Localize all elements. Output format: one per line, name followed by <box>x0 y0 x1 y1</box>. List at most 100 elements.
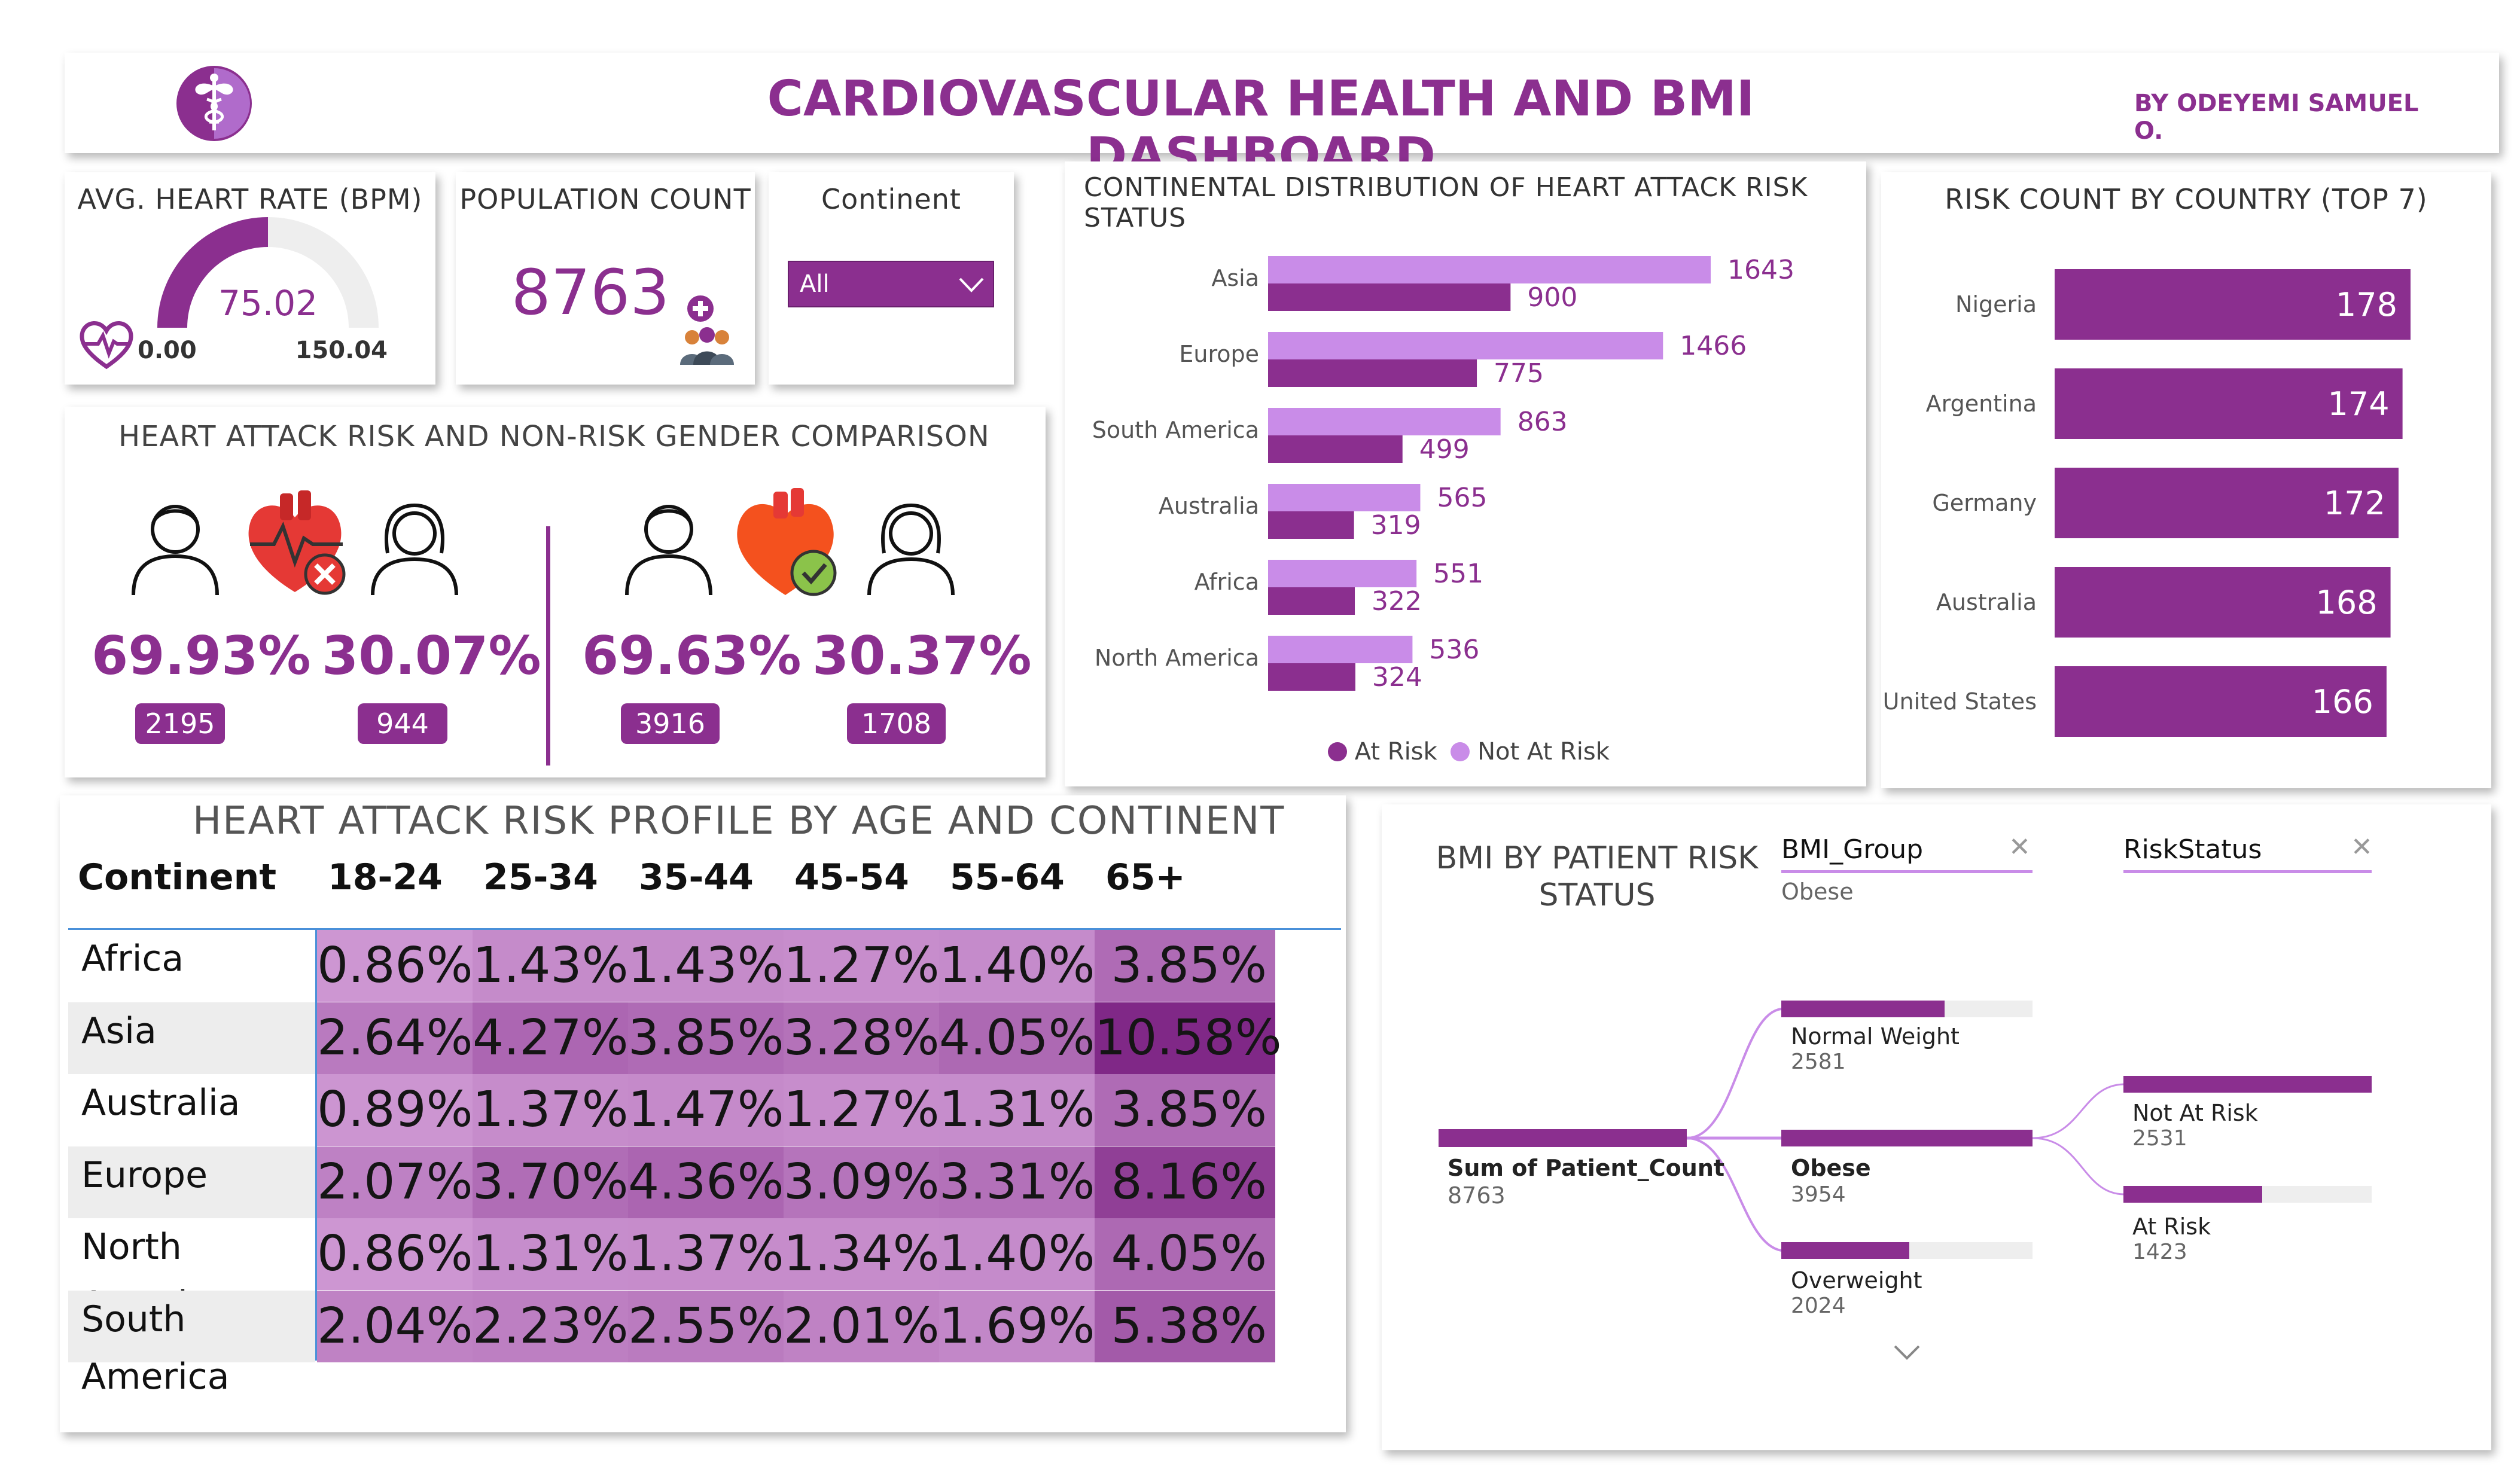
not-at-risk-bar[interactable] <box>1268 484 1421 511</box>
heatmap-column-header[interactable]: 55-64 <box>950 856 1065 898</box>
chevron-down-icon <box>959 277 984 292</box>
tree-root-bar[interactable] <box>1439 1129 1687 1147</box>
country-value-label: 168 <box>2315 584 2377 621</box>
heatmap-cell[interactable]: 2.04% <box>317 1290 473 1362</box>
tree-root-label: Sum of Patient_Count <box>1448 1155 1725 1181</box>
risk-status-underline <box>2123 870 2372 873</box>
country-chart-card: RISK COUNT BY COUNTRY (TOP 7) Nigeria 178… <box>1881 172 2491 788</box>
heatmap-cell[interactable]: 1.40% <box>939 930 1095 1002</box>
continent-legend: At Risk Not At Risk <box>1328 737 1687 766</box>
logo <box>172 66 256 141</box>
heatmap-cell[interactable]: 1.43% <box>473 930 629 1002</box>
continent-slicer-title: Continent <box>821 183 961 215</box>
risk-female-pct: 30.07% <box>322 625 541 687</box>
heatmap-cell[interactable]: 3.85% <box>1095 930 1275 1002</box>
at-risk-bar[interactable] <box>1268 663 1355 691</box>
country-bar[interactable] <box>2055 368 2403 439</box>
heatmap-cell[interactable]: 1.37% <box>473 1074 629 1146</box>
heatmap-column-header[interactable]: 18-24 <box>328 856 443 898</box>
heatmap-cell[interactable]: 1.69% <box>939 1290 1095 1362</box>
heatmap-cell[interactable]: 1.27% <box>784 1074 940 1146</box>
at-risk-value-label: 775 <box>1494 358 1544 389</box>
heatmap-cell[interactable]: 10.58% <box>1095 1002 1282 1074</box>
heatmap-column-header[interactable]: 45-54 <box>794 856 909 898</box>
country-bar[interactable] <box>2055 567 2391 638</box>
heatmap-cell[interactable]: 1.40% <box>939 1218 1095 1290</box>
legend-at-risk-label: At Risk <box>1354 738 1437 766</box>
heatmap-column-header[interactable]: 65+ <box>1105 856 1186 898</box>
at-risk-bar[interactable] <box>1268 359 1477 387</box>
not-at-risk-bar[interactable] <box>1268 408 1501 435</box>
at-risk-bar[interactable] <box>1268 283 1511 311</box>
heatmap-cell[interactable]: 2.23% <box>473 1290 629 1362</box>
heatmap-cell[interactable]: 3.31% <box>939 1146 1095 1218</box>
heatmap-cell[interactable]: 1.43% <box>628 930 784 1002</box>
not-at-risk-bar[interactable] <box>1268 636 1413 663</box>
heatmap-column-header[interactable]: 35-44 <box>639 856 754 898</box>
risk-status-close-icon[interactable]: ✕ <box>2351 832 2373 862</box>
tree-node-normal-weight[interactable] <box>1781 1001 2033 1017</box>
continent-dropdown[interactable]: All <box>788 261 994 307</box>
tree-node-normal-weight-fill <box>1781 1001 1945 1017</box>
heatmap-cell[interactable]: 8.16% <box>1095 1146 1275 1218</box>
heatmap-cell[interactable]: 1.47% <box>628 1074 784 1146</box>
heatmap-cell[interactable]: 3.85% <box>1095 1074 1275 1146</box>
tree-node-at-risk-fill <box>2123 1186 2263 1203</box>
tree-node-obese-fill <box>1781 1130 2033 1146</box>
heatmap-row-label: Asia <box>68 1002 315 1074</box>
heatmap-cell[interactable]: 3.70% <box>473 1146 629 1218</box>
not-at-risk-value-label: 565 <box>1437 483 1487 513</box>
at-risk-bar[interactable] <box>1268 435 1403 463</box>
country-bar[interactable] <box>2055 269 2411 340</box>
tree-node-obese[interactable] <box>1781 1130 2033 1146</box>
tree-node-overweight-value: 2024 <box>1791 1294 1846 1318</box>
continent-category-label: South America <box>1092 417 1259 443</box>
at-risk-bar[interactable] <box>1268 511 1354 539</box>
heatmap-cell[interactable]: 3.85% <box>628 1002 784 1074</box>
heatmap-cell[interactable]: 1.31% <box>473 1218 629 1290</box>
continent-dropdown-value: All <box>800 270 830 298</box>
legend-not-at-risk-swatch <box>1451 742 1470 761</box>
at-risk-value-label: 900 <box>1527 282 1577 313</box>
heatmap-cell[interactable]: 1.27% <box>784 930 940 1002</box>
tree-node-overweight[interactable] <box>1781 1242 2033 1259</box>
heatmap-column-header[interactable]: 25-34 <box>483 856 598 898</box>
country-value-label: 172 <box>2324 484 2385 522</box>
heatmap-cell[interactable]: 4.27% <box>473 1002 629 1074</box>
tree-node-obese-label: Obese <box>1791 1155 1871 1181</box>
country-bar[interactable] <box>2055 666 2387 737</box>
heart-rate-value: 75.02 <box>218 283 318 324</box>
at-risk-bar[interactable] <box>1268 587 1355 615</box>
continent-category-label: Europe <box>1179 341 1259 367</box>
heatmap-cell[interactable]: 4.36% <box>628 1146 784 1218</box>
heatmap-cell[interactable]: 2.07% <box>317 1146 473 1218</box>
heatmap-cell[interactable]: 1.34% <box>784 1218 940 1290</box>
heatmap-cell[interactable]: 4.05% <box>939 1002 1095 1074</box>
heatmap-cell[interactable]: 3.28% <box>784 1002 940 1074</box>
heatmap-cell[interactable]: 2.55% <box>628 1290 784 1362</box>
heatmap-cell[interactable]: 1.37% <box>628 1218 784 1290</box>
heatmap-cell[interactable]: 0.86% <box>317 930 473 1002</box>
not-at-risk-bar[interactable] <box>1268 560 1417 587</box>
heatmap-cell[interactable]: 3.09% <box>784 1146 940 1218</box>
heatmap-row-label: Australia <box>68 1074 315 1146</box>
bmi-group-close-icon[interactable]: ✕ <box>2009 832 2031 862</box>
population-card: POPULATION COUNT 8763 <box>456 172 755 385</box>
heatmap-row-header: Continent <box>78 856 277 898</box>
heatmap-cell[interactable]: 5.38% <box>1095 1290 1275 1362</box>
tree-node-not-at-risk[interactable] <box>2123 1076 2372 1093</box>
tree-node-at-risk[interactable] <box>2123 1186 2372 1203</box>
dashboard-title: CARDIOVASCULAR HEALTH AND BMI DASHBOARD <box>767 71 1755 184</box>
heatmap-cell[interactable]: 4.05% <box>1095 1218 1275 1290</box>
tree-expand-chevron-icon[interactable] <box>1889 1340 1925 1367</box>
not-at-risk-bar[interactable] <box>1268 256 1711 283</box>
bmi-group-header: BMI_Group <box>1781 834 1924 865</box>
heatmap-cell[interactable]: 1.31% <box>939 1074 1095 1146</box>
heatmap-cell[interactable]: 2.01% <box>784 1290 940 1362</box>
heatmap-cell[interactable]: 0.86% <box>317 1218 473 1290</box>
continent-category-label: Australia <box>1159 493 1259 519</box>
country-bar[interactable] <box>2055 468 2399 538</box>
heatmap-cell[interactable]: 0.89% <box>317 1074 473 1146</box>
not-at-risk-bar[interactable] <box>1268 332 1663 359</box>
heatmap-cell[interactable]: 2.64% <box>317 1002 473 1074</box>
